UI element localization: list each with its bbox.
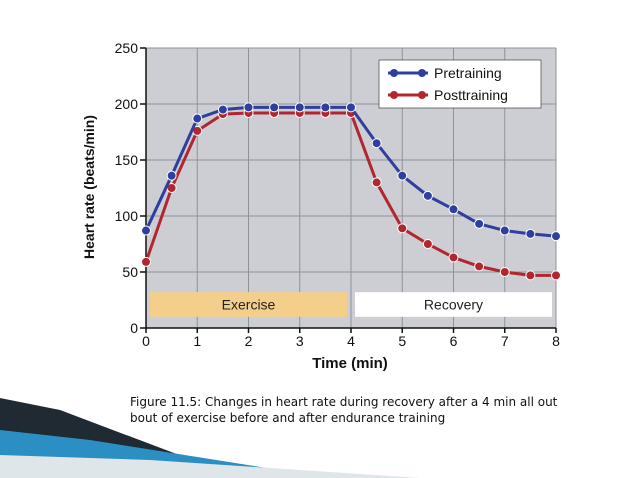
point-posttraining [397,223,408,234]
legend-marker-posttraining [390,91,398,99]
point-pretraining [217,104,228,115]
phase-bands: Exercise Recovery [150,292,552,317]
legend-marker-pretraining [390,69,398,77]
x-tick-label: 2 [245,333,253,349]
y-tick-label: 150 [115,152,139,168]
point-pretraining [320,102,331,113]
point-pretraining [141,225,151,236]
point-pretraining [294,102,305,113]
x-tick-label: 1 [193,333,201,349]
heart-rate-chart: Exercise Recovery 0 50 100 150 200 250 0 1 2 3 4 5 6 7… [81,40,561,372]
point-pretraining [551,231,561,242]
point-pretraining [243,102,254,113]
legend-label-pretraining: Pretraining [434,65,502,81]
x-tick-label: 8 [552,333,560,349]
legend-marker-posttraining [418,91,426,99]
point-pretraining [525,228,536,239]
point-pretraining [474,218,485,229]
point-pretraining [448,204,459,215]
band-exercise [150,292,347,317]
band-label-recovery: Recovery [424,296,483,312]
point-pretraining [499,225,510,236]
figure-caption: Figure 11.5: Changes in heart rate durin… [130,395,558,425]
point-posttraining [422,239,433,249]
band-recovery [355,292,552,317]
point-pretraining [346,102,356,113]
y-tick-label: 50 [122,264,138,280]
point-posttraining [499,267,510,277]
point-pretraining [422,190,433,201]
y-tick-label: 250 [115,40,139,56]
point-pretraining [371,138,382,149]
y-tick-label: 100 [115,208,139,224]
x-axis-label: Time (min) [312,355,388,372]
series-lines [141,102,561,281]
point-pretraining [269,102,280,113]
legend-box [378,59,542,109]
point-posttraining [448,252,459,263]
band-label-exercise: Exercise [222,296,276,312]
x-tick-label: 7 [501,333,509,349]
tick-labels: 0 50 100 150 200 250 0 1 2 3 4 5 6 7 8 [115,40,560,349]
legend-label-posttraining: Posttraining [434,87,508,103]
x-tick-label: 3 [296,333,304,349]
x-tick-label: 6 [450,333,458,349]
y-tick-label: 200 [115,96,139,112]
point-posttraining [141,256,151,267]
point-pretraining [397,170,408,181]
point-posttraining [371,177,382,188]
point-posttraining [525,270,536,281]
point-pretraining [192,113,203,124]
x-tick-label: 0 [142,333,150,349]
legend: Pretraining Posttraining [378,59,542,109]
point-posttraining [551,270,561,281]
legend-marker-pretraining [418,69,426,77]
y-tick-label: 0 [130,320,138,336]
point-pretraining [166,170,177,181]
x-tick-label: 4 [347,333,355,349]
x-tick-label: 5 [398,333,406,349]
y-axis-label: Heart rate (beats/min) [81,115,97,259]
point-posttraining [474,261,485,272]
decor-light-sweep [0,455,420,478]
